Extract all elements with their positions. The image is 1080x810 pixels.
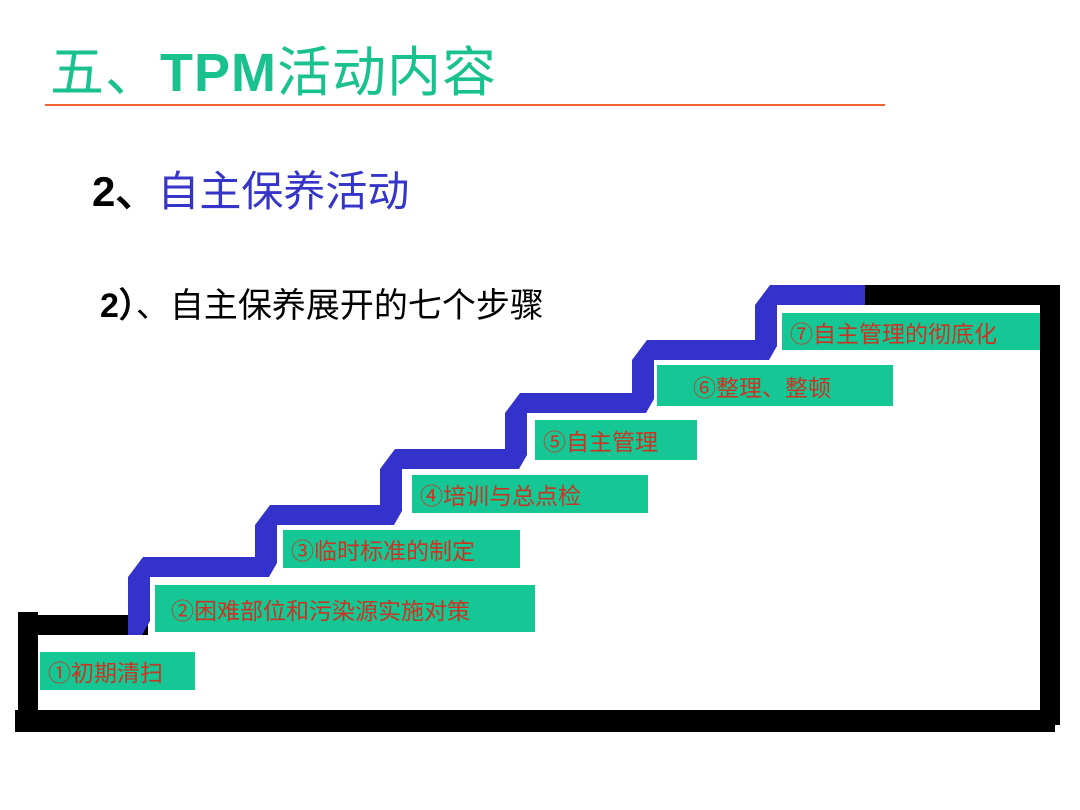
blue-staircase [128,285,865,635]
frame-bottom-step [18,615,148,635]
title-divider [45,104,885,106]
subsection-number: 2） [100,287,136,325]
step-box-4: ④培训与总点检 [412,475,648,513]
step-box-3: ③临时标准的制定 [283,530,520,568]
step-box-1: ①初期清扫 [40,652,195,690]
title-prefix: 五、 [50,41,160,104]
frame-right-wall [1040,285,1060,725]
step-box-6: ⑥整理、整顿 [657,365,893,406]
frame-left-wall [18,612,38,730]
slide-title: 五、TPM活动内容 [50,28,497,107]
title-bold: TPM [160,43,277,103]
section-label: 自主保养活动 [157,167,410,216]
title-suffix: 活动内容 [277,41,497,104]
section-heading: 2、自主保养活动 [92,158,409,219]
section-number: 2、 [92,168,158,215]
step-box-7: ⑦自主管理的彻底化 [782,313,1040,350]
subsection-label: 、自主保养展开的七个步骤 [135,286,544,326]
subsection-heading: 2）、自主保养展开的七个步骤 [100,278,544,327]
step-box-2: ②困难部位和污染源实施对策 [155,585,535,632]
step-box-5: ⑤自主管理 [535,420,697,460]
frame-top-landing [860,285,1045,305]
frame-floor [15,710,1055,732]
